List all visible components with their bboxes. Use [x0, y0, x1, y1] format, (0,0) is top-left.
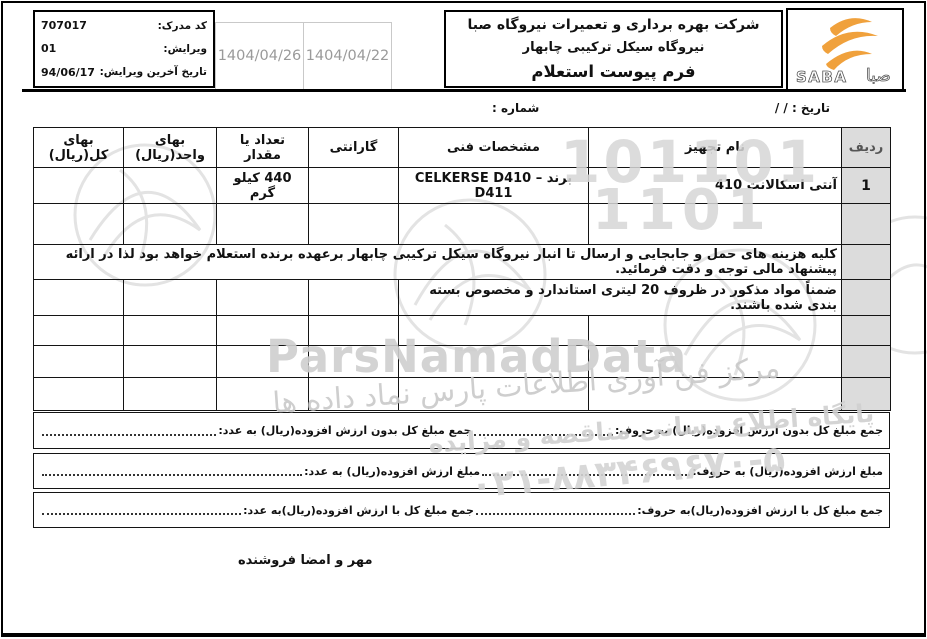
total-with-vat-digits-label: جمع مبلغ کل با ارزش افزوده(ریال)به عدد: — [243, 503, 474, 517]
vat-amount-digits-label: مبلغ ارزش افزوده(ریال) به عدد: — [304, 464, 481, 478]
revision-value: 01 — [41, 42, 57, 56]
row1-warranty — [308, 167, 399, 204]
document-info-box: کد مدرک: 707017 ویرایش: 01 تاریخ آخرین و… — [33, 10, 215, 88]
doc-code-value: 707017 — [41, 19, 87, 33]
col-header-equipment: نام تجهیز — [588, 127, 842, 168]
col-header-spec: مشخصات فنی — [398, 127, 589, 168]
vat-amount-words-label: مبلغ ارزش افزوده(ریال) به حروف: — [692, 464, 883, 478]
number-field: شماره : — [492, 101, 540, 115]
total-without-vat-digits-label: جمع مبلغ کل بدون ارزش افزوده(ریال) به عد… — [218, 424, 472, 437]
items-table: ردیف نام تجهیز مشخصات فنی گارانتی تعداد … — [33, 127, 891, 411]
jalali-date-cells: 1404/04/26 1404/04/22 — [215, 22, 392, 90]
dotted-fill-line — [42, 433, 217, 436]
revision-row: ویرایش: 01 — [41, 42, 207, 55]
vat-amount-row: مبلغ ارزش افزوده(ریال) به حروف: مبلغ ارز… — [33, 453, 890, 489]
total-without-vat-words-label: جمع مبلغ کل بدون ارزش افزوده(ریال) به حر… — [614, 424, 883, 437]
table-row — [33, 345, 891, 378]
logo-brand-text: SABA — [796, 68, 847, 86]
total-with-vat-words-label: جمع مبلغ کل با ارزش افزوده(ریال)به حروف: — [637, 503, 883, 517]
row1-spec: برند CELKERSE D410 – D411 — [398, 167, 589, 204]
dotted-fill-line — [42, 474, 303, 476]
dotted-fill-line — [42, 513, 242, 515]
col-header-quantity: تعداد یا مقدار — [216, 127, 309, 168]
form-header-box: شرکت بهره برداری و تعمیرات نیروگاه صبا ن… — [444, 10, 783, 88]
dotted-fill-line — [482, 474, 691, 476]
total-with-vat-row: جمع مبلغ کل با ارزش افزوده(ریال)به حروف:… — [33, 492, 890, 528]
row1-total-price — [33, 167, 124, 204]
last-revision-value: 94/06/17 — [41, 65, 95, 79]
saba-logo-box: SABA صبا — [786, 8, 904, 92]
col-header-radif: ردیف — [841, 127, 891, 168]
col-header-total-price: بهای کل(ریال) — [33, 127, 124, 168]
seller-signature-label: مهر و امضا فروشنده — [238, 553, 373, 568]
table-row — [33, 377, 891, 411]
date-cell-1: 1404/04/26 — [217, 48, 302, 64]
logo-brand-fa-text: صبا — [866, 66, 891, 86]
form-title: فرم پیوست استعلام — [531, 62, 696, 81]
row1-equipment: آنتی اسکالانت 410 — [588, 167, 842, 204]
dotted-fill-line — [473, 433, 613, 436]
col-header-warranty: گارانتی — [308, 127, 399, 168]
total-without-vat-row: جمع مبلغ کل بدون ارزش افزوده(ریال) به حر… — [33, 412, 890, 449]
doc-code-label: کد مدرک: — [157, 19, 207, 32]
col-header-unit-price: بهای واحد(ریال) — [123, 127, 217, 168]
doc-code-row: کد مدرک: 707017 — [41, 19, 207, 32]
last-revision-row: تاریخ آخرین ویرایش: 94/06/17 — [41, 66, 207, 79]
table-row — [33, 203, 891, 245]
shipping-note-row: کلیه هزینه های حمل و جابجایی و ارسال تا … — [33, 244, 891, 280]
last-revision-label: تاریخ آخرین ویرایش: — [99, 66, 207, 79]
row1-unit-price — [123, 167, 217, 204]
header-divider — [22, 89, 906, 92]
shipping-note: کلیه هزینه های حمل و جابجایی و ارسال تا … — [33, 244, 842, 280]
date-field: تاریخ : / / — [774, 101, 830, 115]
table-row: 1 آنتی اسکالانت 410 برند CELKERSE D410 –… — [33, 167, 891, 204]
revision-label: ویرایش: — [163, 42, 207, 55]
packaging-note: ضمناً مواد مذکور در ظروف 20 لیتری استاند… — [398, 279, 842, 316]
company-name: شرکت بهره برداری و تعمیرات نیروگاه صبا — [467, 17, 760, 33]
packaging-note-row: ضمناً مواد مذکور در ظروف 20 لیتری استاند… — [33, 279, 891, 316]
row1-quantity: 440 کیلو گرم — [216, 167, 309, 204]
plant-name: نیروگاه سیکل ترکیبی چابهار — [522, 40, 705, 55]
saba-logo-icon: SABA صبا — [796, 18, 891, 86]
table-row — [33, 315, 891, 346]
table-header-row: ردیف نام تجهیز مشخصات فنی گارانتی تعداد … — [33, 127, 891, 168]
dotted-fill-line — [475, 513, 636, 515]
date-cell-2: 1404/04/22 — [303, 23, 391, 89]
row1-radif: 1 — [841, 167, 891, 204]
